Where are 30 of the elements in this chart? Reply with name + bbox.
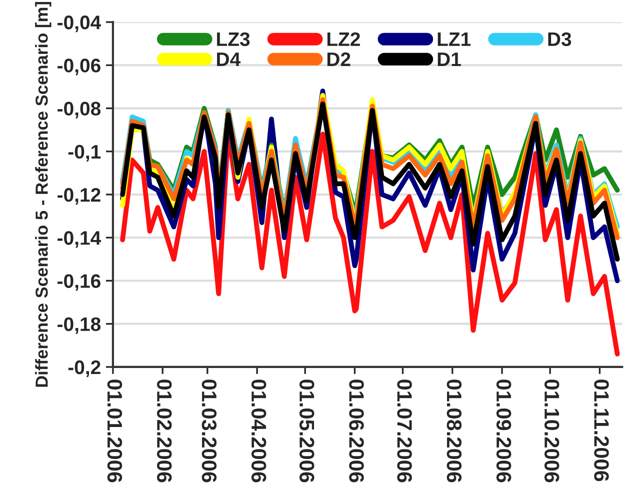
y-tick-label: -0,12 <box>58 188 100 205</box>
legend-label: D3 <box>548 32 572 46</box>
x-tick-label: 01.08.2006 <box>446 380 462 482</box>
legend-label: LZ1 <box>438 32 471 46</box>
y-tick-label: -0,04 <box>58 16 102 32</box>
legend-label: D2 <box>327 52 350 66</box>
legend-label: D4 <box>217 52 241 66</box>
y-tick-label: -0,2 <box>68 360 100 378</box>
x-tick-label: 01.07.2006 <box>397 380 412 482</box>
x-tick-label: 01.01.2006 <box>107 380 122 482</box>
x-tick-label: 01.11.2006 <box>594 380 609 482</box>
x-tick-label: 01.05.2006 <box>299 380 314 482</box>
line-series <box>120 130 620 356</box>
y-tick-label: -0,18 <box>58 317 101 334</box>
x-tick-label: 01.02.2006 <box>156 380 172 482</box>
x-tick-label: 01.03.2006 <box>202 380 217 482</box>
x-tick-label: 01.10.2006 <box>544 380 560 482</box>
y-tick-label: -0,14 <box>58 231 102 248</box>
y-tick-label: -0,08 <box>58 102 101 118</box>
x-tick-label: 01.04.2006 <box>251 380 266 482</box>
y-tick-label: -0,16 <box>58 274 100 291</box>
line-series <box>120 102 620 262</box>
legend-label: D1 <box>438 52 461 66</box>
y-tick-label: -0,1 <box>68 144 101 162</box>
x-tick-label: 01.06.2006 <box>349 380 364 482</box>
legend-label: LZ3 <box>217 32 250 46</box>
y-tick-label: -0,06 <box>58 58 100 76</box>
legend-label: LZ2 <box>327 32 360 46</box>
x-tick-label: 01.09.2006 <box>496 380 512 482</box>
y-axis-title: Difference Scenario 5 - Reference Scenario [m] <box>35 2 52 387</box>
